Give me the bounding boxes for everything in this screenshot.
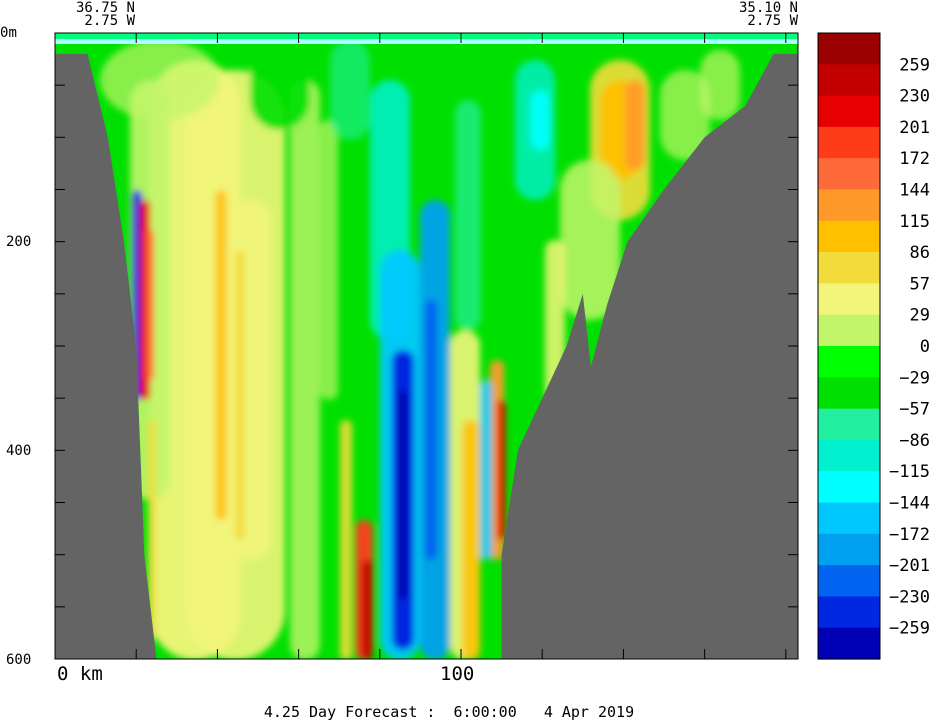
- y-tick-label-0: 0m: [0, 25, 17, 41]
- colorbar-swatch: [818, 189, 880, 222]
- colorbar-swatch: [818, 64, 880, 97]
- surface-layer: [55, 33, 798, 39]
- colorbar-swatch: [818, 346, 880, 378]
- colorbar-label: −29: [899, 368, 930, 388]
- right-end-lat: 35.10 N: [739, 0, 798, 16]
- field-band: [700, 50, 740, 120]
- colorbar-label: 201: [899, 118, 930, 138]
- field-band: [462, 420, 480, 659]
- colorbar-swatch: [818, 565, 880, 597]
- colorbar-label: 86: [910, 243, 930, 263]
- colorbar-swatch: [818, 408, 880, 441]
- field-band: [455, 100, 481, 330]
- field-band: [100, 40, 220, 120]
- x-axis: [135, 33, 787, 659]
- colorbar-label: −57: [899, 400, 930, 420]
- field-band: [560, 160, 620, 320]
- colorbar-label: −172: [889, 525, 930, 545]
- colorbar-label: 29: [910, 306, 930, 326]
- field-band: [625, 80, 645, 170]
- colorbar-swatch: [818, 471, 880, 504]
- colorbar: [818, 33, 880, 660]
- field-band: [497, 400, 505, 540]
- colorbar-frame: [817, 32, 881, 660]
- field-band: [235, 250, 245, 540]
- colorbar-label: 57: [910, 274, 930, 294]
- field-band: [425, 300, 437, 560]
- y-tick-label-200: 200: [6, 234, 31, 250]
- colorbar-swatch: [818, 314, 880, 347]
- colorbar-label: 144: [899, 181, 930, 201]
- field-band: [146, 230, 154, 380]
- colorbar-swatch: [818, 627, 880, 660]
- colorbar-label: 172: [899, 149, 930, 169]
- colorbar-label: −259: [889, 619, 930, 639]
- left-end-lon: 2.75 W: [84, 13, 135, 29]
- colorbar-swatch: [818, 283, 880, 316]
- field-band: [545, 240, 565, 400]
- colorbar-swatch: [818, 533, 880, 566]
- x-tick-label-100: 100: [440, 663, 474, 685]
- colorbar-swatch: [818, 439, 880, 472]
- colorbar-label: 259: [899, 55, 930, 75]
- field-band: [290, 80, 320, 659]
- colorbar-swatch: [818, 252, 880, 284]
- colorbar-label: 230: [899, 87, 930, 107]
- field-band: [480, 380, 492, 560]
- colorbar-label: −86: [899, 431, 930, 451]
- colorbar-label: −201: [889, 556, 930, 576]
- left-end-lat: 36.75 N: [76, 0, 135, 16]
- colorbar-labels: 259 230 201 172 144 115 86 57 29 0 −29 −57 −86 −115 −1…: [889, 55, 930, 638]
- right-end-lon: 2.75 W: [747, 13, 798, 29]
- field-band: [250, 40, 310, 130]
- colorbar-swatch: [818, 126, 880, 159]
- colorbar-swatch: [818, 596, 880, 629]
- colorbar-swatch: [818, 377, 880, 410]
- field-band: [330, 40, 370, 140]
- x-tick-label-0: 0 km: [57, 663, 103, 685]
- field-band: [340, 420, 352, 659]
- field-band: [530, 90, 550, 150]
- colorbar-swatch: [818, 220, 880, 253]
- colorbar-swatch: [818, 33, 880, 65]
- colorbar-label: 0: [920, 337, 930, 357]
- colorbar-swatch: [818, 95, 880, 128]
- y-axis: [55, 84, 798, 608]
- field-band: [398, 390, 408, 600]
- colorbar-label: −230: [889, 587, 930, 607]
- colorbar-label: 115: [899, 212, 930, 232]
- colorbar-swatch: [818, 502, 880, 535]
- forecast-caption: 4.25 Day Forecast : 6:00:00 4 Apr 2019: [264, 703, 634, 721]
- surface-band: [55, 39, 798, 44]
- field-band: [320, 120, 338, 400]
- field-band: [148, 420, 156, 640]
- colorbar-label: −144: [889, 494, 930, 514]
- field-band: [660, 70, 710, 160]
- y-tick-label-600: 600: [6, 652, 31, 668]
- y-tick-label-400: 400: [6, 443, 31, 459]
- field-band: [362, 560, 372, 659]
- field-band: [215, 190, 227, 520]
- colorbar-swatch: [818, 158, 880, 191]
- colorbar-label: −115: [889, 462, 930, 482]
